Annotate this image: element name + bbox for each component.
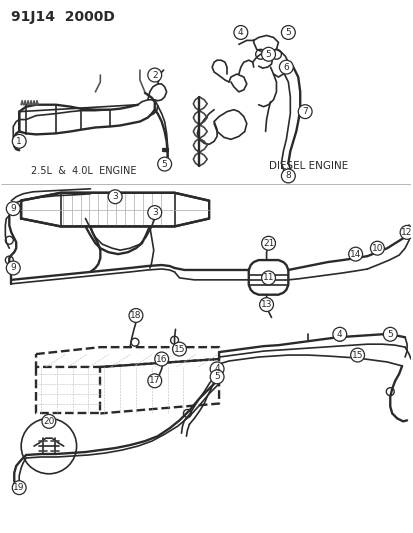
Circle shape [172, 342, 186, 356]
Circle shape [350, 348, 364, 362]
Circle shape [399, 225, 413, 239]
Text: 4: 4 [336, 330, 342, 339]
Circle shape [12, 481, 26, 495]
Circle shape [154, 352, 168, 366]
Text: 91J14  2000D: 91J14 2000D [11, 10, 115, 23]
Circle shape [370, 241, 383, 255]
Text: 12: 12 [401, 228, 412, 237]
Text: 9: 9 [10, 204, 16, 213]
Text: 2.5L  &  4.0L  ENGINE: 2.5L & 4.0L ENGINE [31, 166, 136, 176]
Text: 5: 5 [285, 28, 290, 37]
Circle shape [382, 327, 396, 341]
Circle shape [261, 236, 275, 250]
Circle shape [259, 297, 273, 311]
Circle shape [157, 157, 171, 171]
Circle shape [348, 247, 362, 261]
Text: 17: 17 [149, 376, 160, 385]
Circle shape [6, 201, 20, 215]
Text: 6: 6 [283, 62, 289, 71]
Text: 13: 13 [260, 300, 272, 309]
Circle shape [210, 362, 223, 376]
Text: 3: 3 [152, 208, 157, 217]
Text: 11: 11 [262, 273, 274, 282]
Text: 19: 19 [13, 483, 25, 492]
Circle shape [332, 327, 346, 341]
Text: 21: 21 [262, 239, 273, 248]
Circle shape [210, 370, 223, 384]
Circle shape [281, 169, 294, 183]
Circle shape [12, 134, 26, 148]
Text: 4: 4 [214, 365, 219, 374]
Text: 5: 5 [265, 50, 271, 59]
Circle shape [261, 47, 275, 61]
Text: 2: 2 [152, 70, 157, 79]
Text: 8: 8 [285, 172, 290, 181]
Circle shape [108, 190, 122, 204]
Text: 20: 20 [43, 417, 55, 426]
Circle shape [233, 26, 247, 39]
Circle shape [129, 309, 142, 322]
Text: 15: 15 [351, 351, 363, 360]
Circle shape [6, 261, 20, 275]
Circle shape [147, 68, 161, 82]
Circle shape [279, 60, 292, 74]
Circle shape [297, 104, 311, 118]
Text: 16: 16 [156, 354, 167, 364]
Text: 18: 18 [130, 311, 141, 320]
Circle shape [42, 415, 56, 429]
Text: 1: 1 [16, 137, 22, 146]
Text: 4: 4 [237, 28, 243, 37]
Circle shape [281, 26, 294, 39]
Text: 7: 7 [301, 107, 307, 116]
Text: 3: 3 [112, 192, 118, 201]
Text: 5: 5 [387, 330, 392, 339]
Text: 9: 9 [10, 263, 16, 272]
Text: 5: 5 [214, 373, 219, 381]
Text: DIESEL ENGINE: DIESEL ENGINE [268, 161, 347, 171]
Text: 5: 5 [161, 159, 167, 168]
Text: 14: 14 [349, 249, 361, 259]
Circle shape [147, 374, 161, 387]
Text: 10: 10 [371, 244, 382, 253]
Circle shape [147, 206, 161, 220]
Circle shape [261, 271, 275, 285]
Text: 15: 15 [173, 345, 185, 353]
